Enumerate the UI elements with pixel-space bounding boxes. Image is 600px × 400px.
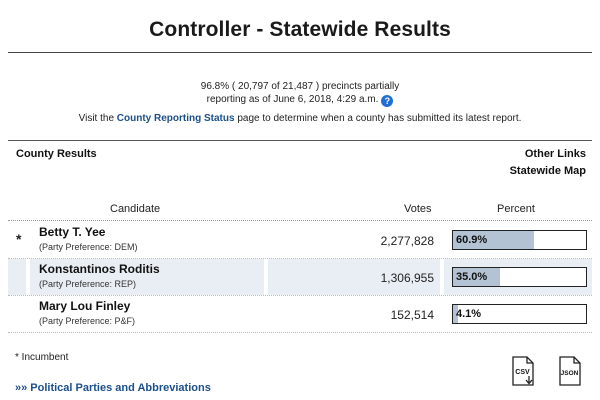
json-file-outline — [559, 356, 581, 386]
county-status-prefix: Visit the — [78, 113, 117, 124]
candidate-name: Mary Lou Finley — [39, 299, 131, 313]
percent-label: 60.9% — [456, 234, 488, 246]
column-header-votes: Votes — [404, 203, 432, 215]
title-divider — [8, 52, 592, 53]
table-row: * Betty T. Yee (Party Preference: DEM) 2… — [8, 222, 592, 258]
candidate-party: (Party Preference: DEM) — [39, 242, 138, 252]
precincts-line-1: 96.8% ( 20,797 of 21,487 ) precincts par… — [200, 81, 400, 92]
row-divider — [8, 258, 592, 259]
row-divider — [8, 332, 592, 333]
precincts-time: reporting as of June 6, 2018, 4:29 a.m. — [206, 94, 379, 105]
other-links-link[interactable]: Other Links — [524, 148, 586, 160]
csv-file-outline — [512, 356, 534, 386]
section-divider — [8, 140, 592, 141]
csv-download-icon[interactable]: CSV — [510, 356, 536, 386]
help-icon[interactable]: ? — [381, 95, 394, 107]
candidate-party: (Party Preference: P&F) — [39, 316, 136, 326]
percent-bar: 4.1% — [452, 304, 587, 324]
row-shade — [8, 259, 26, 295]
json-label: JSON — [561, 370, 579, 377]
row-shade — [268, 259, 440, 295]
row-shade — [30, 259, 264, 295]
row-divider — [8, 295, 592, 296]
header-divider — [8, 220, 592, 221]
json-file-corner — [573, 357, 580, 364]
statewide-map-link[interactable]: Statewide Map — [509, 165, 586, 177]
download-arrow-icon — [525, 376, 533, 385]
percent-bar-fill — [453, 268, 500, 286]
candidate-votes: 152,514 — [390, 308, 434, 322]
table-row: Konstantinos Roditis (Party Preference: … — [8, 259, 592, 295]
candidate-votes: 2,277,828 — [380, 234, 434, 248]
percent-bar-fill — [453, 305, 459, 323]
column-header-percent: Percent — [497, 203, 535, 215]
csv-label: CSV — [515, 369, 530, 376]
candidate-party: (Party Preference: REP) — [39, 279, 137, 289]
page-title: Controller - Statewide Results — [149, 18, 451, 41]
county-reporting-status-link[interactable]: County Reporting Status — [116, 113, 235, 124]
county-status-note: Visit the County Reporting Status page t… — [0, 113, 600, 124]
incumbent-note: * Incumbent — [15, 352, 69, 363]
precincts-status: 96.8% ( 20,797 of 21,487 ) precincts par… — [0, 80, 600, 107]
percent-bar-fill — [453, 231, 534, 249]
table-row: Mary Lou Finley (Party Preference: P&F) … — [8, 296, 592, 332]
json-file-icon[interactable]: JSON — [557, 356, 583, 386]
percent-label: 4.1% — [456, 308, 482, 320]
candidate-name: Betty T. Yee — [39, 225, 106, 239]
percent-bar: 60.9% — [452, 230, 587, 250]
precincts-line-2: reporting as of June 6, 2018, 4:29 a.m.? — [0, 93, 600, 107]
county-results-link[interactable]: County Results — [16, 148, 97, 160]
percent-label: 35.0% — [456, 271, 488, 283]
incumbent-marker: * — [16, 231, 22, 247]
candidate-votes: 1,306,955 — [380, 271, 434, 285]
candidate-name: Konstantinos Roditis — [39, 262, 160, 276]
column-header-candidate: Candidate — [110, 203, 161, 215]
county-status-suffix: page to determine when a county has subm… — [234, 113, 522, 124]
csv-file-corner — [526, 357, 533, 364]
political-parties-link[interactable]: »» Political Parties and Abbreviations — [15, 382, 211, 394]
percent-bar: 35.0% — [452, 267, 587, 287]
